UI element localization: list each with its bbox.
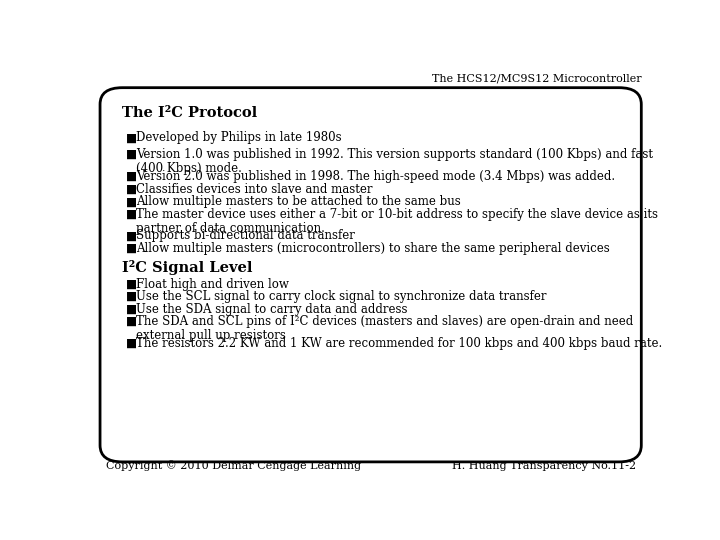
Text: ■: ■: [126, 278, 138, 291]
Text: Version 2.0 was published in 1998. The high-speed mode (3.4 Mbps) was added.: Version 2.0 was published in 1998. The h…: [136, 170, 615, 183]
Text: ■: ■: [126, 315, 138, 328]
Text: Allow multiple masters to be attached to the same bus: Allow multiple masters to be attached to…: [136, 195, 461, 208]
Text: Supports bi-directional data transfer: Supports bi-directional data transfer: [136, 230, 355, 242]
Text: Developed by Philips in late 1980s: Developed by Philips in late 1980s: [136, 131, 341, 144]
Text: The HCS12/MC9S12 Microcontroller: The HCS12/MC9S12 Microcontroller: [432, 74, 642, 84]
Text: ■: ■: [126, 230, 138, 242]
Text: The resistors 2.2 KW and 1 KW are recommended for 100 kbps and 400 kbps baud rat: The resistors 2.2 KW and 1 KW are recomm…: [136, 337, 662, 350]
Text: The I²C Protocol: The I²C Protocol: [122, 106, 258, 120]
FancyBboxPatch shape: [100, 87, 642, 462]
Text: The master device uses either a 7-bit or 10-bit address to specify the slave dev: The master device uses either a 7-bit or…: [136, 208, 658, 221]
Text: ■: ■: [126, 148, 138, 161]
Text: ■: ■: [126, 337, 138, 350]
Text: ■: ■: [126, 183, 138, 196]
Text: Classifies devices into slave and master: Classifies devices into slave and master: [136, 183, 372, 196]
Text: The SDA and SCL pins of I²C devices (masters and slaves) are open-drain and need: The SDA and SCL pins of I²C devices (mas…: [136, 315, 633, 328]
Text: ■: ■: [126, 208, 138, 221]
Text: Float high and driven low: Float high and driven low: [136, 278, 289, 291]
Text: I²C Signal Level: I²C Signal Level: [122, 260, 253, 275]
Text: ■: ■: [126, 195, 138, 208]
Text: Allow multiple masters (microcontrollers) to share the same peripheral devices: Allow multiple masters (microcontrollers…: [136, 242, 610, 255]
Text: ■: ■: [126, 302, 138, 316]
Text: ■: ■: [126, 242, 138, 255]
Text: ■: ■: [126, 290, 138, 303]
Text: Version 1.0 was published in 1992. This version supports standard (100 Kbps) and: Version 1.0 was published in 1992. This …: [136, 148, 653, 161]
Text: partner of data communication.: partner of data communication.: [136, 221, 325, 234]
Text: (400 Kbps) mode.: (400 Kbps) mode.: [136, 161, 242, 174]
Text: Use the SDA signal to carry data and address: Use the SDA signal to carry data and add…: [136, 302, 408, 316]
Text: H. Huang Transparency No.11-2: H. Huang Transparency No.11-2: [451, 462, 636, 471]
Text: ■: ■: [126, 131, 138, 144]
Text: Copyright © 2010 Delmar Cengage Learning: Copyright © 2010 Delmar Cengage Learning: [106, 461, 361, 471]
Text: external pull up resistors: external pull up resistors: [136, 329, 286, 342]
Text: Use the SCL signal to carry clock signal to synchronize data transfer: Use the SCL signal to carry clock signal…: [136, 290, 546, 303]
Text: ■: ■: [126, 170, 138, 183]
